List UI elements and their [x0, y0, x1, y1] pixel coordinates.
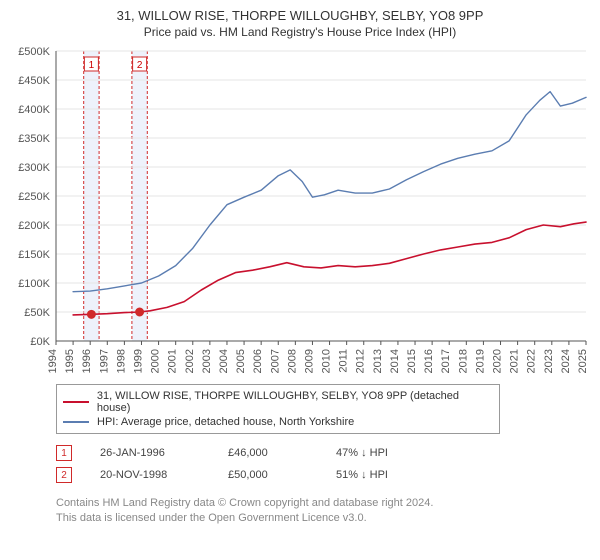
svg-text:2025: 2025 [577, 349, 589, 373]
svg-text:2014: 2014 [389, 349, 401, 373]
svg-text:2017: 2017 [440, 349, 452, 373]
svg-text:2003: 2003 [201, 349, 213, 373]
svg-text:1999: 1999 [132, 349, 144, 373]
legend-label: HPI: Average price, detached house, Nort… [97, 416, 354, 428]
legend-swatch [63, 421, 89, 423]
svg-text:2007: 2007 [269, 349, 281, 373]
sale-date: 20-NOV-1998 [100, 469, 200, 481]
svg-text:£500K: £500K [18, 46, 50, 58]
svg-text:2009: 2009 [303, 349, 315, 373]
svg-text:2012: 2012 [355, 349, 367, 373]
svg-text:2008: 2008 [286, 349, 298, 373]
svg-text:1997: 1997 [98, 349, 110, 373]
svg-text:2016: 2016 [423, 349, 435, 373]
svg-text:2024: 2024 [560, 349, 572, 373]
footer: Contains HM Land Registry data © Crown c… [56, 496, 592, 526]
sale-row: 1 26-JAN-1996 £46,000 47% ↓ HPI [56, 442, 592, 464]
svg-text:£400K: £400K [18, 104, 50, 116]
svg-text:2000: 2000 [150, 349, 162, 373]
svg-text:2: 2 [137, 60, 143, 71]
svg-text:£350K: £350K [18, 133, 50, 145]
legend-label: 31, WILLOW RISE, THORPE WILLOUGHBY, SELB… [97, 390, 493, 414]
svg-text:2022: 2022 [526, 349, 538, 373]
chart-svg: £0K £50K £100K £150K £200K £250K £300K £350K £40… [8, 45, 592, 375]
sale-index-box: 2 [56, 467, 72, 483]
sale-index-box: 1 [56, 445, 72, 461]
page-title: 31, WILLOW RISE, THORPE WILLOUGHBY, SELB… [8, 8, 592, 23]
sale-row: 2 20-NOV-1998 £50,000 51% ↓ HPI [56, 464, 592, 486]
svg-text:2004: 2004 [218, 349, 230, 373]
footer-line-1: Contains HM Land Registry data © Crown c… [56, 496, 592, 511]
sale-price: £46,000 [228, 447, 308, 459]
legend-row: HPI: Average price, detached house, Nort… [63, 415, 493, 429]
svg-text:2021: 2021 [509, 349, 521, 373]
page-subtitle: Price paid vs. HM Land Registry's House … [8, 25, 592, 39]
svg-text:1: 1 [89, 60, 95, 71]
svg-text:2015: 2015 [406, 349, 418, 373]
sale-pct: 51% ↓ HPI [336, 469, 446, 481]
svg-text:£200K: £200K [18, 220, 50, 232]
svg-text:£250K: £250K [18, 191, 50, 203]
sales-table: 1 26-JAN-1996 £46,000 47% ↓ HPI 2 20-NOV-1998… [56, 442, 592, 486]
svg-text:2023: 2023 [543, 349, 555, 373]
svg-text:2018: 2018 [457, 349, 469, 373]
svg-text:2011: 2011 [338, 349, 350, 373]
svg-text:£50K: £50K [24, 307, 50, 319]
legend-swatch [63, 401, 89, 403]
footer-line-2: This data is licensed under the Open Gov… [56, 511, 592, 526]
svg-text:2001: 2001 [167, 349, 179, 373]
sale-date: 26-JAN-1996 [100, 447, 200, 459]
sale-price: £50,000 [228, 469, 308, 481]
svg-text:2002: 2002 [184, 349, 196, 373]
svg-text:2006: 2006 [252, 349, 264, 373]
svg-text:£450K: £450K [18, 75, 50, 87]
legend: 31, WILLOW RISE, THORPE WILLOUGHBY, SELB… [56, 384, 500, 434]
svg-text:2020: 2020 [492, 349, 504, 373]
svg-text:1998: 1998 [115, 349, 127, 373]
chart-container: £0K £50K £100K £150K £200K £250K £300K £350K £40… [8, 45, 592, 378]
svg-text:£150K: £150K [18, 249, 50, 261]
svg-text:1995: 1995 [64, 349, 76, 373]
svg-text:2013: 2013 [372, 349, 384, 373]
sale-pct: 47% ↓ HPI [336, 447, 446, 459]
svg-text:2010: 2010 [321, 349, 333, 373]
svg-text:2019: 2019 [474, 349, 486, 373]
svg-text:£0K: £0K [30, 336, 50, 348]
svg-text:£300K: £300K [18, 162, 50, 174]
svg-text:2005: 2005 [235, 349, 247, 373]
legend-row: 31, WILLOW RISE, THORPE WILLOUGHBY, SELB… [63, 389, 493, 415]
svg-text:£100K: £100K [18, 278, 50, 290]
svg-text:1996: 1996 [81, 349, 93, 373]
svg-text:1994: 1994 [47, 349, 59, 373]
